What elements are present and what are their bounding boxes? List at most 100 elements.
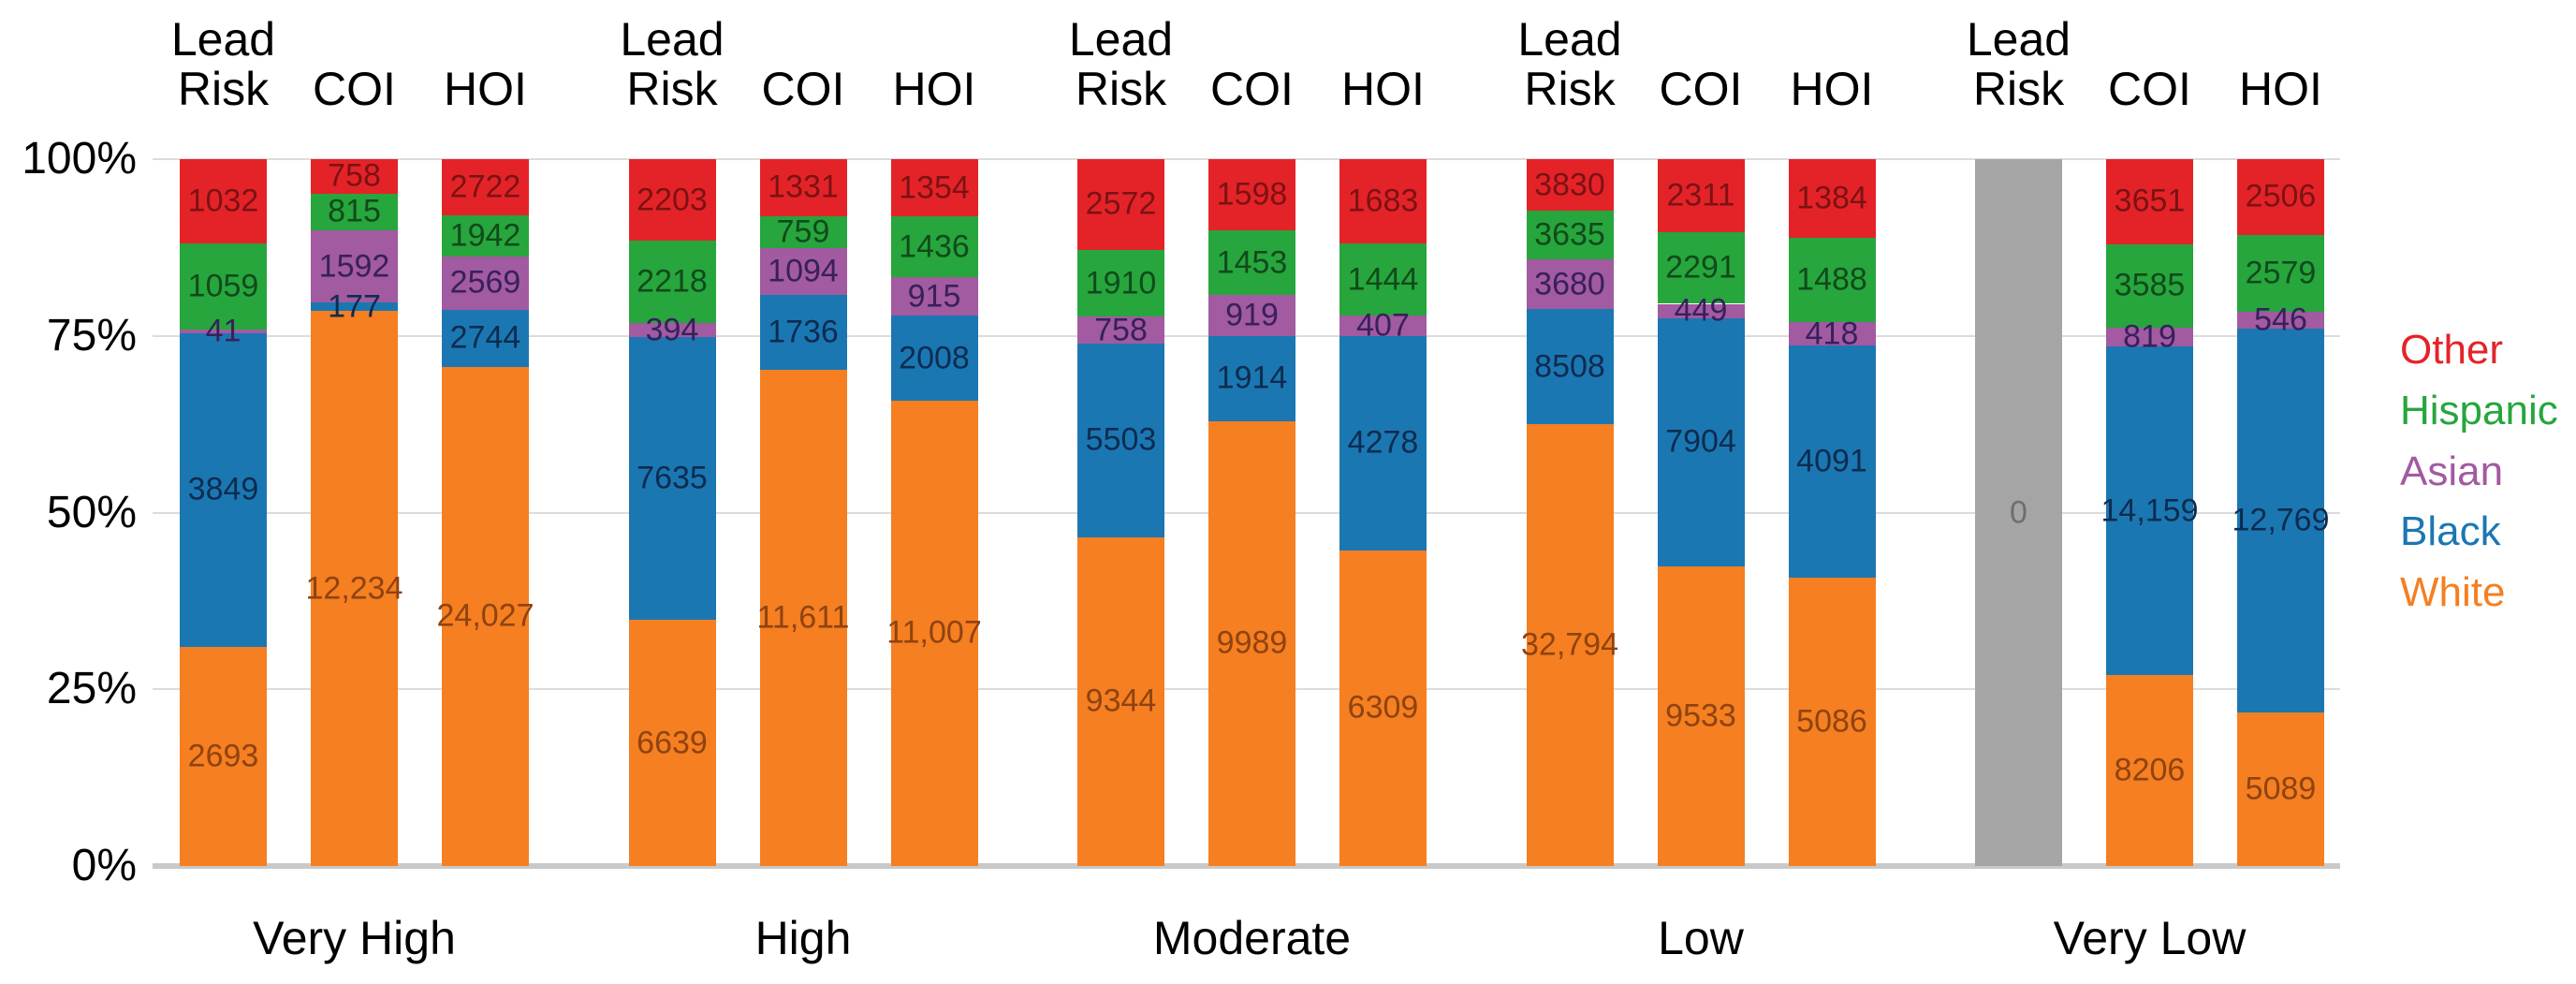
bar-column-header: Lead Risk xyxy=(620,13,724,115)
bar-segment-asian xyxy=(1208,295,1295,336)
bar-segment-asian xyxy=(2237,312,2324,329)
bar-segment-hispanic xyxy=(628,241,716,323)
bar-segment-label: 1910 xyxy=(1085,265,1157,301)
bar-segment-label: 3849 xyxy=(187,471,259,507)
bar-segment-label: 7904 xyxy=(1665,423,1736,460)
bar-segment-white xyxy=(2106,675,2193,866)
bar-segment-hispanic xyxy=(1788,237,1876,322)
bar-segment-label: 5086 xyxy=(1796,703,1867,740)
bar-column-header: HOI xyxy=(1341,63,1425,115)
bar-segment-black xyxy=(1788,345,1876,578)
bar-segment-label: 1488 xyxy=(1796,261,1867,298)
bar-segment-other xyxy=(1339,159,1427,243)
bar-segment-asian xyxy=(2106,327,2193,346)
bar-segment-label: 915 xyxy=(907,278,961,315)
bar-segment-label: 815 xyxy=(328,193,381,229)
bar-segment-label: 1453 xyxy=(1216,244,1288,281)
bar-segment-other xyxy=(1657,159,1745,232)
bar-segment-label: 1436 xyxy=(899,228,970,265)
bar-segment-other xyxy=(2237,159,2324,235)
bar-segment-label: 3585 xyxy=(2114,267,2186,303)
bar-segment-label: 2569 xyxy=(449,264,521,301)
y-axis-tick-label: 100% xyxy=(22,134,137,184)
bar-segment-black xyxy=(628,337,716,621)
bar-segment-other xyxy=(1208,159,1295,230)
bar-segment-white xyxy=(1657,565,1745,866)
bar-segment-label: 8508 xyxy=(1534,348,1605,385)
bar-column-header: HOI xyxy=(892,63,976,115)
bar-segment-asian xyxy=(1339,316,1427,336)
bar-segment-other xyxy=(1788,159,1876,238)
bar-column-header: HOI xyxy=(444,63,527,115)
bar-segment-asian xyxy=(180,330,267,333)
group-axis-label: Very Low xyxy=(2053,912,2247,964)
bar-segment-label: 11,611 xyxy=(756,599,850,636)
bar-column-header: Lead Risk xyxy=(1966,13,2071,115)
bar-segment-label: 5089 xyxy=(2245,771,2317,807)
y-axis-tick-label: 50% xyxy=(46,487,137,537)
bar-segment-black xyxy=(1208,335,1295,421)
bar-segment-label: 9533 xyxy=(1665,698,1736,734)
bar-segment-label: 1736 xyxy=(768,314,839,350)
bar-segment-label: 759 xyxy=(776,213,830,250)
legend-item-label: Other xyxy=(2400,327,2504,373)
y-axis-tick-label: 75% xyxy=(46,310,137,360)
bar-segment-asian xyxy=(1657,303,1745,318)
empty-bar-label: 0 xyxy=(2010,494,2027,530)
bar-segment-white xyxy=(1208,420,1295,866)
bar-segment-black xyxy=(1077,343,1164,537)
bar-segment-white xyxy=(1788,577,1876,866)
bar-column-header: COI xyxy=(761,63,845,115)
bar-segment-label: 546 xyxy=(2254,301,2307,338)
bar-segment-label: 6309 xyxy=(1347,689,1419,726)
bar-segment-label: 2579 xyxy=(2245,255,2317,291)
bar-segment-black xyxy=(890,316,978,401)
bar-segment-asian xyxy=(890,276,978,316)
bar-segment-label: 2744 xyxy=(449,319,521,356)
bar-segment-black xyxy=(2237,329,2324,713)
bar-column-header: COI xyxy=(1659,63,1743,115)
bar-segment-label: 449 xyxy=(1674,292,1728,329)
bar-segment-label: 2311 xyxy=(1666,177,1735,213)
bar-segment-label: 819 xyxy=(2123,318,2176,355)
bar-segment-white xyxy=(890,400,978,866)
bar-segment-black xyxy=(180,332,267,647)
bar-segment-label: 3635 xyxy=(1534,216,1605,253)
group-axis-label: Moderate xyxy=(1152,912,1352,964)
bar-segment-white xyxy=(628,620,716,866)
bar-segment-black xyxy=(311,302,398,311)
bar-segment-label: 2722 xyxy=(449,169,521,205)
bar-segment-label: 1598 xyxy=(1216,176,1288,213)
bar-column-header: COI xyxy=(1210,63,1294,115)
bar-segment-hispanic xyxy=(442,215,529,257)
bar-segment-label: 2203 xyxy=(637,182,708,218)
group-axis-label: Low xyxy=(1658,912,1744,964)
bar-segment-label: 9989 xyxy=(1216,624,1288,661)
bar-segment-white xyxy=(442,366,529,866)
bar-segment-asian xyxy=(1788,321,1876,346)
bar-segment-asian xyxy=(1077,316,1164,344)
bar-segment-label: 3680 xyxy=(1534,266,1605,302)
bar-segment-other xyxy=(442,159,529,216)
bar-segment-black xyxy=(2106,345,2193,676)
y-axis-tick-label: 25% xyxy=(46,664,137,714)
bar-segment-hispanic xyxy=(1526,211,1614,260)
bar-segment-white xyxy=(1077,536,1164,866)
bar-segment-other xyxy=(311,159,398,194)
bar-segment-label: 3651 xyxy=(2114,183,2186,219)
bar-segment-label: 1592 xyxy=(318,248,390,285)
bar-segment-label: 1059 xyxy=(187,268,259,304)
bar-segment-label: 8206 xyxy=(2114,752,2186,788)
bar-column-header: Lead Risk xyxy=(170,13,276,115)
bar-segment-white xyxy=(2237,712,2324,866)
bar-segment-label: 2572 xyxy=(1085,185,1157,222)
bar-segment-label: 24,027 xyxy=(436,597,534,634)
bar-column-header: COI xyxy=(2108,63,2191,115)
bar-segment-label: 758 xyxy=(1094,312,1148,348)
bar-segment-label: 1942 xyxy=(449,217,521,254)
bar-segment-asian xyxy=(311,230,398,303)
bar-segment-black xyxy=(1526,309,1614,424)
bar-segment-label: 177 xyxy=(328,288,381,325)
bar-segment-label: 7635 xyxy=(637,460,708,496)
bar-segment-label: 3830 xyxy=(1534,167,1605,203)
